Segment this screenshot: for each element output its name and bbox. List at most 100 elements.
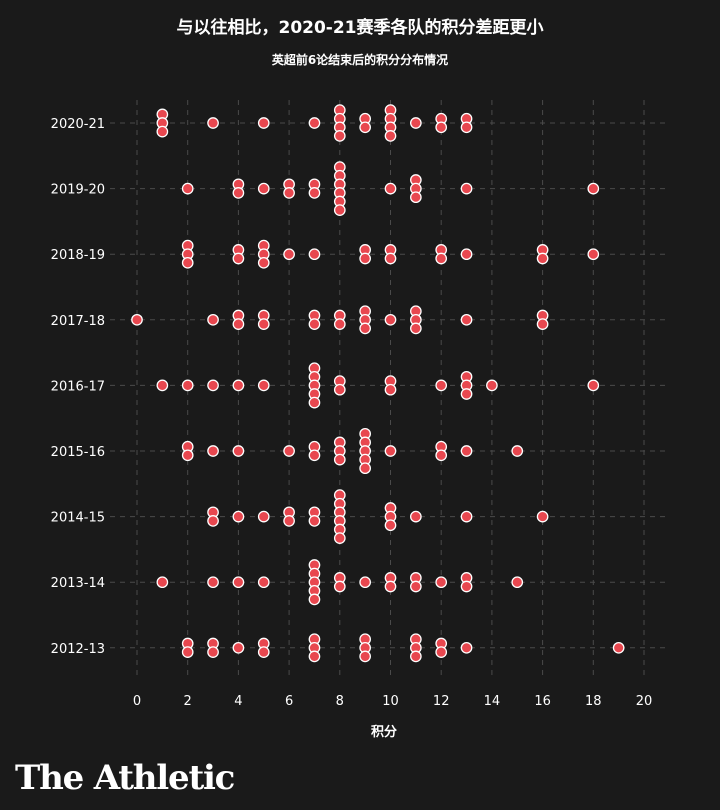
- x-tick-label: 10: [382, 694, 399, 709]
- data-point: [257, 510, 270, 523]
- data-point: [308, 396, 321, 409]
- data-point: [384, 580, 397, 593]
- x-tick-label: 16: [534, 694, 551, 709]
- data-point: [435, 576, 448, 589]
- data-point: [587, 182, 600, 195]
- x-tick-label: 8: [336, 694, 344, 709]
- data-point: [460, 445, 473, 457]
- data-point: [156, 379, 169, 392]
- data-point: [181, 449, 194, 462]
- x-tick-label: 18: [585, 694, 602, 709]
- data-point: [460, 641, 473, 654]
- data-point: [257, 256, 270, 269]
- data-point: [308, 650, 321, 663]
- data-point: [232, 576, 245, 589]
- data-point: [131, 313, 143, 326]
- data-point: [409, 650, 422, 663]
- data-point: [384, 313, 397, 326]
- data-point: [359, 121, 371, 134]
- data-point: [460, 248, 473, 261]
- data-point: [207, 117, 219, 129]
- data-point: [283, 445, 295, 457]
- data-point: [409, 322, 422, 335]
- data-point: [359, 322, 371, 335]
- data-point: [333, 580, 346, 593]
- x-tick-label: 14: [484, 694, 501, 709]
- season-label: 2015-16: [51, 445, 105, 460]
- data-point: [409, 117, 422, 129]
- data-points: [131, 104, 625, 663]
- data-point: [333, 204, 346, 216]
- season-label: 2013-14: [51, 576, 105, 591]
- data-point: [460, 388, 473, 400]
- data-point: [333, 453, 346, 466]
- season-label: 2017-18: [51, 314, 105, 329]
- data-point: [156, 125, 169, 138]
- data-point: [359, 576, 371, 589]
- data-point: [409, 510, 422, 523]
- data-point: [587, 248, 600, 261]
- data-point: [283, 515, 295, 527]
- brand-logo: The Athletic: [15, 758, 235, 798]
- season-label: 2019-20: [51, 183, 105, 198]
- data-point: [232, 641, 245, 654]
- data-point: [181, 646, 194, 658]
- data-point: [257, 646, 270, 658]
- data-point: [333, 532, 346, 544]
- data-point: [460, 121, 473, 134]
- data-point: [384, 182, 397, 195]
- data-point: [486, 379, 498, 392]
- x-tick-label: 20: [636, 694, 653, 709]
- season-label: 2012-13: [51, 642, 105, 657]
- data-point: [283, 187, 295, 199]
- data-point: [460, 510, 473, 523]
- data-point: [257, 182, 270, 195]
- data-point: [435, 121, 448, 134]
- chart-subtitle: 英超前6论结束后的积分分布情况: [271, 53, 449, 67]
- data-point: [308, 593, 321, 606]
- data-point: [511, 576, 524, 589]
- data-point: [232, 318, 245, 330]
- data-point: [359, 650, 371, 663]
- data-point: [308, 318, 321, 330]
- y-axis-labels: 2020-21 2019-20 2018-19 2017-18 2016-17 2015-…: [51, 117, 105, 657]
- x-axis-labels: 0 2 4 6 8 10 12 14 16 18 20: [133, 694, 652, 709]
- data-point: [384, 252, 397, 265]
- data-point: [435, 646, 448, 658]
- season-label: 2016-17: [51, 379, 105, 394]
- data-point: [511, 445, 524, 457]
- data-point: [333, 383, 346, 396]
- data-point: [587, 379, 600, 392]
- x-tick-label: 12: [433, 694, 450, 709]
- x-tick-label: 0: [133, 694, 141, 709]
- data-point: [232, 187, 245, 199]
- data-point: [409, 580, 422, 593]
- data-point: [207, 646, 219, 658]
- data-point: [232, 252, 245, 265]
- data-point: [384, 445, 397, 457]
- data-point: [207, 576, 219, 589]
- data-point: [257, 576, 270, 589]
- data-point: [308, 187, 321, 199]
- data-point: [460, 313, 473, 326]
- data-point: [536, 252, 549, 265]
- data-point: [257, 117, 270, 129]
- data-point: [536, 318, 549, 330]
- data-point: [612, 641, 625, 654]
- x-tick-label: 4: [234, 694, 242, 709]
- data-point: [308, 449, 321, 462]
- chart-title: 与以往相比，2020-21赛季各队的积分差距更小: [176, 18, 544, 38]
- data-point: [384, 383, 397, 396]
- data-point: [435, 252, 448, 265]
- data-point: [257, 318, 270, 330]
- data-point: [207, 379, 219, 392]
- data-point: [181, 182, 194, 195]
- data-point: [232, 510, 245, 523]
- data-point: [207, 515, 219, 527]
- x-tick-label: 6: [285, 694, 293, 709]
- data-point: [207, 445, 219, 457]
- data-point: [333, 318, 346, 330]
- data-point: [308, 248, 321, 261]
- x-tick-label: 2: [184, 694, 192, 709]
